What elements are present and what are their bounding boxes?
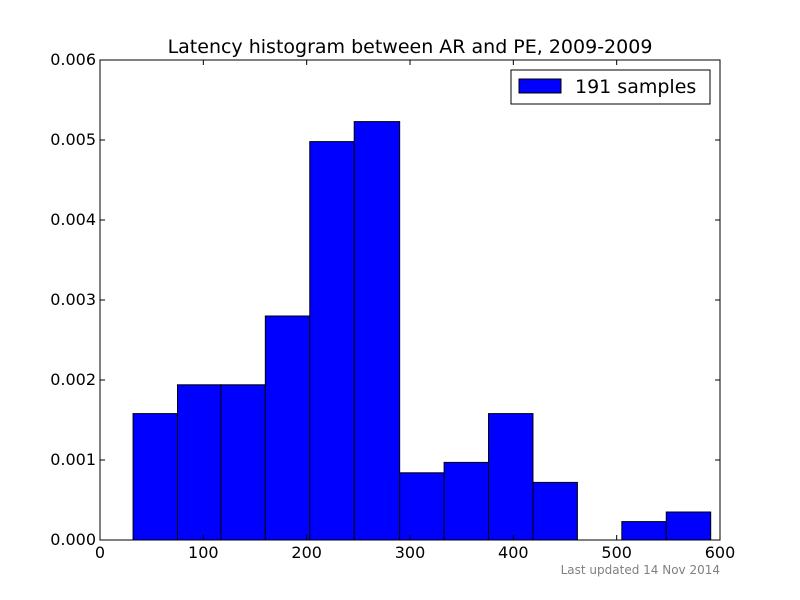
histogram-bar-1 [177, 384, 222, 541]
legend: 191 samples [510, 69, 711, 105]
y-tick-label: 0.001 [50, 450, 96, 469]
histogram-bar-2 [220, 384, 266, 541]
histogram-bar-8 [488, 413, 534, 541]
histogram-bar-9 [532, 481, 578, 541]
y-tick-label: 0.003 [50, 290, 96, 309]
x-tick-label: 500 [601, 543, 632, 562]
x-tick-label: 600 [705, 543, 736, 562]
x-axis-ticks: 0 100 200 300 400 500 600 [95, 60, 735, 562]
y-tick-label: 0.004 [50, 210, 96, 229]
y-tick-label: 0.002 [50, 370, 96, 389]
histogram-bar-12 [665, 511, 712, 541]
chart-title: Latency histogram between AR and PE, 200… [168, 36, 653, 58]
y-axis-ticks: 0.000 0.001 0.002 0.003 0.004 0.005 0.006 [50, 50, 720, 549]
histogram-bar-7 [443, 461, 490, 541]
histogram-bar-11 [621, 521, 667, 541]
bars-group [132, 121, 712, 541]
histogram-bar-0 [132, 413, 178, 541]
x-tick-label: 100 [188, 543, 219, 562]
x-tick-label: 300 [395, 543, 426, 562]
y-tick-label: 0.006 [50, 50, 96, 69]
y-tick-label: 0.000 [50, 530, 96, 549]
x-tick-label: 0 [95, 543, 105, 562]
x-tick-label: 200 [291, 543, 322, 562]
histogram-bar-3 [264, 315, 311, 541]
histogram-bar-6 [399, 472, 445, 541]
legend-label: 191 samples [575, 76, 696, 98]
legend-swatch [518, 78, 562, 94]
x-tick-label: 400 [498, 543, 529, 562]
histogram-bar-5 [353, 121, 401, 541]
last-updated-note: Last updated 14 Nov 2014 [561, 563, 720, 577]
histogram-bar-4 [309, 141, 355, 541]
y-tick-label: 0.005 [50, 130, 96, 149]
